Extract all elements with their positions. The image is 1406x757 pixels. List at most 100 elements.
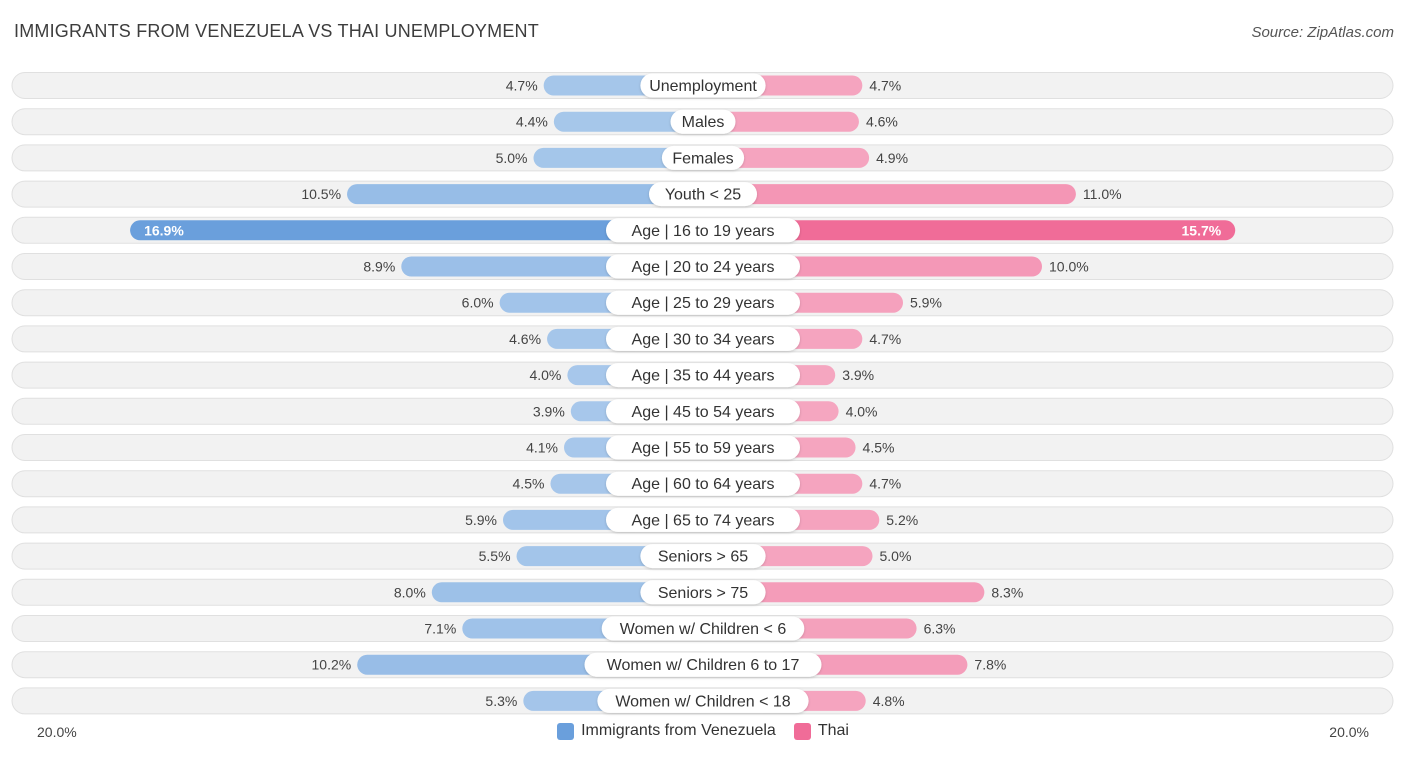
- value-label-venezuela: 4.4%: [516, 114, 548, 130]
- category-pill: [606, 471, 800, 496]
- chart-row: 8.0% 8.3% Seniors > 75: [11, 578, 1394, 606]
- value-label-thai: 4.6%: [866, 114, 898, 130]
- category-pill: [601, 616, 805, 641]
- value-label-venezuela: 8.0%: [394, 584, 426, 600]
- value-label-venezuela: 4.7%: [506, 78, 538, 94]
- value-label-thai: 8.3%: [991, 584, 1023, 600]
- category-label: Age | 35 to 44 years: [632, 368, 775, 385]
- value-label-venezuela: 16.9%: [144, 222, 184, 238]
- legend-label-thai: Thai: [817, 722, 849, 739]
- chart-row: 10.2% 7.8% Women w/ Children 6 to 17: [11, 651, 1394, 679]
- value-label-thai: 15.7%: [1182, 222, 1222, 238]
- category-pill: [597, 688, 809, 713]
- value-label-thai: 4.0%: [846, 403, 878, 419]
- category-label: Unemployment: [649, 78, 757, 95]
- value-label-thai: 4.7%: [869, 331, 901, 347]
- chart-title: IMMIGRANTS FROM VENEZUELA VS THAI UNEMPL…: [14, 21, 539, 41]
- chart-row: 4.0% 3.9% Age | 35 to 44 years: [11, 361, 1394, 389]
- category-pill: [649, 182, 757, 207]
- value-label-venezuela: 4.5%: [513, 476, 545, 492]
- category-label: Age | 45 to 54 years: [632, 404, 775, 421]
- axis-min-label: 20.0%: [37, 724, 77, 740]
- chart-row: 6.0% 5.9% Age | 25 to 29 years: [11, 289, 1394, 317]
- source-label: Source: ZipAtlas.com: [1251, 24, 1394, 41]
- category-pill: [606, 290, 800, 315]
- chart-row: 5.5% 5.0% Seniors > 65: [11, 542, 1394, 570]
- value-label-venezuela: 5.3%: [485, 693, 517, 709]
- bar-venezuela[interactable]: [130, 220, 704, 241]
- bar-venezuela[interactable]: [553, 111, 703, 132]
- category-pill: [584, 652, 822, 677]
- axis-max-label: 20.0%: [1329, 724, 1369, 740]
- category-label: Females: [672, 150, 733, 167]
- category-label: Males: [682, 114, 725, 131]
- chart-row: 8.9% 10.0% Age | 20 to 24 years: [11, 253, 1394, 280]
- chart-row: 5.3% 4.8% Women w/ Children < 18: [11, 687, 1394, 715]
- category-label: Women w/ Children 6 to 17: [607, 657, 800, 674]
- legend-item-venezuela[interactable]: Immigrants from Venezuela: [557, 722, 776, 740]
- category-label: Age | 30 to 34 years: [632, 331, 775, 348]
- value-label-venezuela: 8.9%: [363, 259, 395, 275]
- category-pill: [606, 399, 800, 424]
- value-label-venezuela: 4.0%: [529, 367, 561, 383]
- category-pill: [640, 580, 766, 605]
- chart-row: 3.9% 4.0% Age | 45 to 54 years: [11, 397, 1394, 425]
- bar-venezuela[interactable]: [347, 184, 703, 205]
- bar-thai[interactable]: [703, 220, 1236, 241]
- value-label-thai: 4.7%: [869, 476, 901, 492]
- legend: Immigrants from Venezuela Thai: [0, 722, 1406, 740]
- category-pill: [661, 145, 745, 170]
- category-label: Age | 16 to 19 years: [632, 223, 775, 240]
- chart-row: 4.6% 4.7% Age | 30 to 34 years: [11, 325, 1394, 353]
- value-label-venezuela: 7.1%: [424, 621, 456, 637]
- chart-row: 4.1% 4.5% Age | 55 to 59 years: [11, 434, 1394, 461]
- category-label: Women w/ Children < 18: [615, 693, 790, 710]
- value-label-venezuela: 4.1%: [526, 440, 558, 456]
- category-label: Age | 55 to 59 years: [632, 440, 775, 457]
- chart-row: 4.7% 4.7% Unemployment: [11, 72, 1394, 99]
- legend-swatch-thai: [793, 722, 811, 740]
- value-label-venezuela: 6.0%: [462, 295, 494, 311]
- chart-row: 4.5% 4.7% Age | 60 to 64 years: [11, 470, 1394, 498]
- value-label-thai: 4.7%: [869, 78, 901, 94]
- chart-row: 10.5% 11.0% Youth < 25: [11, 180, 1394, 208]
- bar-venezuela[interactable]: [431, 582, 703, 603]
- bar-venezuela[interactable]: [533, 147, 704, 168]
- value-label-thai: 3.9%: [842, 367, 874, 383]
- chart-row: 4.4% 4.6% Males: [11, 108, 1394, 136]
- value-label-thai: 4.8%: [873, 693, 905, 709]
- value-label-venezuela: 10.2%: [312, 657, 352, 673]
- value-label-thai: 5.9%: [910, 295, 942, 311]
- category-pill: [606, 507, 800, 532]
- category-pill: [670, 109, 736, 134]
- category-label: Women w/ Children < 6: [620, 621, 787, 638]
- chart-row: 16.9% 15.7% Age | 16 to 19 years: [11, 216, 1394, 244]
- category-pill: [606, 363, 800, 388]
- bar-thai[interactable]: [703, 582, 985, 603]
- value-label-venezuela: 4.6%: [509, 331, 541, 347]
- category-pill: [640, 544, 766, 569]
- category-label: Age | 20 to 24 years: [632, 259, 775, 276]
- value-label-venezuela: 5.5%: [479, 548, 511, 564]
- legend-label-venezuela: Immigrants from Venezuela: [581, 722, 776, 739]
- value-label-thai: 7.8%: [974, 657, 1006, 673]
- category-pill: [606, 326, 800, 351]
- category-label: Seniors > 65: [658, 549, 748, 566]
- category-label: Seniors > 75: [658, 585, 748, 602]
- category-label: Age | 25 to 29 years: [632, 295, 775, 312]
- category-label: Age | 60 to 64 years: [632, 476, 775, 493]
- bar-thai[interactable]: [703, 147, 870, 168]
- chart-row: 7.1% 6.3% Women w/ Children < 6: [11, 615, 1394, 642]
- category-label: Age | 65 to 74 years: [632, 512, 775, 529]
- bar-thai[interactable]: [703, 184, 1076, 205]
- category-pill: [640, 73, 766, 98]
- legend-swatch-venezuela: [557, 722, 575, 740]
- value-label-thai: 10.0%: [1049, 259, 1089, 275]
- value-label-thai: 4.9%: [876, 150, 908, 166]
- category-pill: [606, 218, 800, 243]
- value-label-thai: 5.2%: [886, 512, 918, 528]
- bar-thai[interactable]: [703, 111, 859, 132]
- legend-item-thai[interactable]: Thai: [793, 722, 849, 740]
- value-label-venezuela: 3.9%: [533, 403, 565, 419]
